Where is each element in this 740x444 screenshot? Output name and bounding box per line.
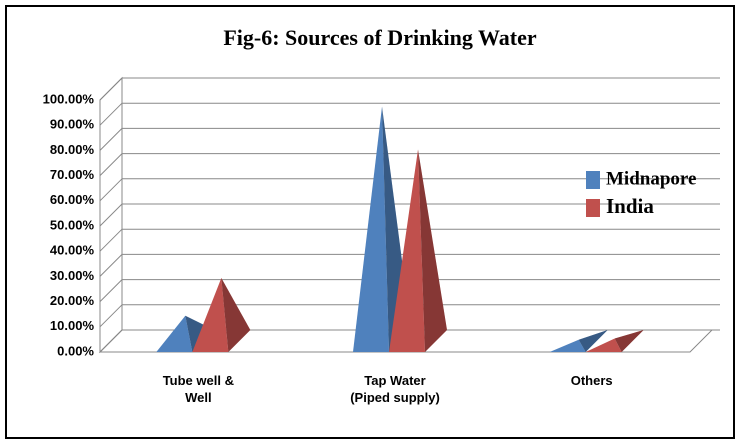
pyramid-shade — [221, 278, 251, 352]
grid-line — [99, 178, 123, 202]
pyramid-side — [614, 330, 644, 352]
pyramid-shade — [614, 330, 644, 352]
pyramid-shade — [418, 149, 447, 352]
chart-title: Fig-6: Sources of Drinking Water — [223, 25, 537, 50]
pyramid-side — [418, 149, 447, 352]
pyramid — [389, 149, 447, 352]
y-tick-label: 10.00% — [50, 318, 95, 333]
grid-line — [99, 329, 123, 353]
pyramid-side — [221, 278, 251, 352]
legend-label: India — [606, 194, 654, 218]
pyramid-shade — [578, 330, 608, 352]
pyramid-front — [389, 149, 425, 352]
pyramid-front — [549, 339, 586, 352]
legend-swatch — [586, 171, 600, 189]
pyramid — [549, 330, 608, 352]
y-tick-label: 30.00% — [50, 268, 95, 283]
grid-line — [99, 153, 123, 176]
y-tick-label: 60.00% — [50, 192, 95, 207]
y-tick-label: 70.00% — [50, 167, 95, 182]
grid-line — [99, 128, 123, 151]
pyramid-front — [156, 315, 193, 352]
y-tick-label: 0.00% — [57, 343, 94, 358]
pyramid-front — [585, 338, 622, 352]
x-tick-label: Others — [570, 373, 613, 388]
grid-line — [99, 203, 123, 227]
pyramid — [192, 278, 251, 352]
pyramid-front — [353, 106, 389, 352]
y-tick-label: 80.00% — [50, 142, 95, 157]
pyramid-front — [192, 278, 229, 352]
x-tick-label: Tap Water (Piped supply) — [350, 373, 440, 405]
grid-line — [99, 77, 123, 101]
grid-line — [99, 279, 123, 302]
legend-label: Midnapore — [606, 168, 696, 189]
pyramid — [585, 330, 644, 352]
grid-line — [99, 228, 123, 252]
y-tick-label: 50.00% — [50, 217, 95, 232]
y-tick-label: 90.00% — [50, 117, 95, 132]
grid-line — [99, 254, 123, 277]
y-tick-label: 100.00% — [43, 91, 95, 106]
grid-line — [99, 102, 123, 126]
x-tick-label: Tube well & Well — [162, 373, 234, 405]
legend-swatch — [586, 199, 600, 217]
y-tick-label: 20.00% — [50, 293, 95, 308]
grid-line — [99, 304, 123, 328]
y-tick-label: 40.00% — [50, 243, 95, 258]
pyramid-side — [578, 330, 608, 352]
